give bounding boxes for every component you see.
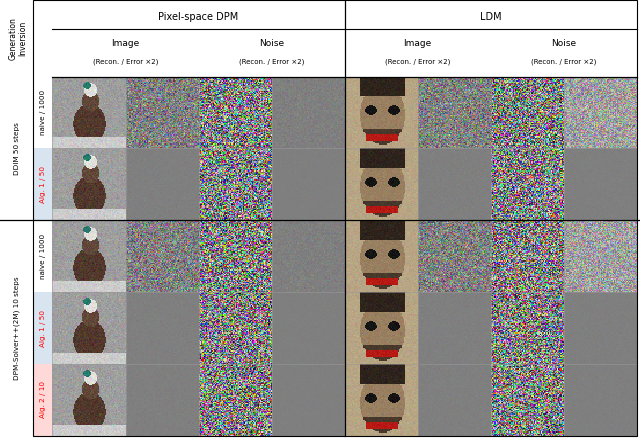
Text: (Recon. / Error ×2): (Recon. / Error ×2) xyxy=(385,58,451,64)
Text: (Recon. / Error ×2): (Recon. / Error ×2) xyxy=(531,58,596,64)
Text: Image: Image xyxy=(404,39,432,48)
Text: Pixel-space DPM: Pixel-space DPM xyxy=(159,12,239,22)
Text: DPM-Solver++(2M) 10 steps: DPM-Solver++(2M) 10 steps xyxy=(13,276,20,380)
Text: Alg. 2 / 10: Alg. 2 / 10 xyxy=(40,381,46,418)
Text: naive / 1000: naive / 1000 xyxy=(40,233,46,279)
Text: DDIM 50 steps: DDIM 50 steps xyxy=(13,122,20,175)
Text: Noise: Noise xyxy=(551,39,577,48)
Text: Alg. 1 / 50: Alg. 1 / 50 xyxy=(40,310,46,346)
Text: (Recon. / Error ×2): (Recon. / Error ×2) xyxy=(93,58,158,64)
Text: Alg. 1 / 50: Alg. 1 / 50 xyxy=(40,166,46,203)
Text: naive / 1000: naive / 1000 xyxy=(40,90,46,135)
Text: (Recon. / Error ×2): (Recon. / Error ×2) xyxy=(239,58,304,64)
Text: Noise: Noise xyxy=(259,39,284,48)
Text: Generation
Inversion: Generation Inversion xyxy=(8,17,28,60)
Text: Image: Image xyxy=(111,39,140,48)
Text: LDM: LDM xyxy=(480,12,502,22)
